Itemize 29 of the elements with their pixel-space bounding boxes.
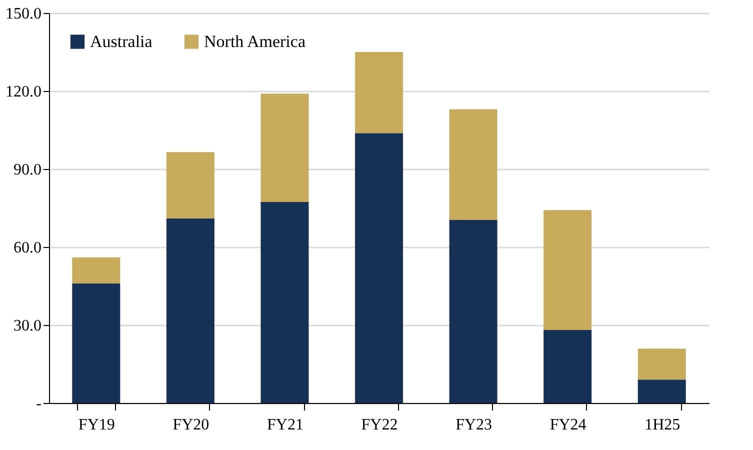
x-tick-label: FY20: [172, 416, 210, 434]
bar: [166, 152, 214, 218]
y-tick-label: 120.0: [6, 84, 42, 100]
y-tick-label: 90.0: [14, 162, 42, 178]
bar: [544, 210, 592, 330]
legend-label: Australia: [90, 32, 153, 51]
bar: [355, 133, 403, 403]
bar: [260, 94, 309, 202]
x-tick-label: FY19: [78, 416, 115, 434]
bar: [449, 109, 498, 220]
legend-label: North America: [204, 32, 306, 51]
y-tick-label: 150.0: [6, 6, 42, 22]
bar: [544, 330, 592, 403]
y-tick-label: -: [36, 396, 42, 412]
bar: [638, 380, 686, 403]
bar: [72, 283, 120, 403]
y-tick-label: 30.0: [14, 318, 42, 334]
bar: [355, 52, 403, 134]
bar: [166, 218, 214, 403]
x-tick-label: FY21: [266, 416, 304, 434]
bar: [260, 202, 309, 403]
bar: [638, 348, 686, 380]
x-tick-label: FY24: [550, 416, 586, 434]
x-tick-label: FY22: [361, 416, 398, 434]
y-tick-label: 60.0: [14, 240, 42, 256]
bar: [449, 220, 498, 403]
x-tick-label: FY23: [456, 416, 492, 434]
x-tick-label: 1H25: [644, 416, 680, 434]
bar: [72, 257, 120, 284]
